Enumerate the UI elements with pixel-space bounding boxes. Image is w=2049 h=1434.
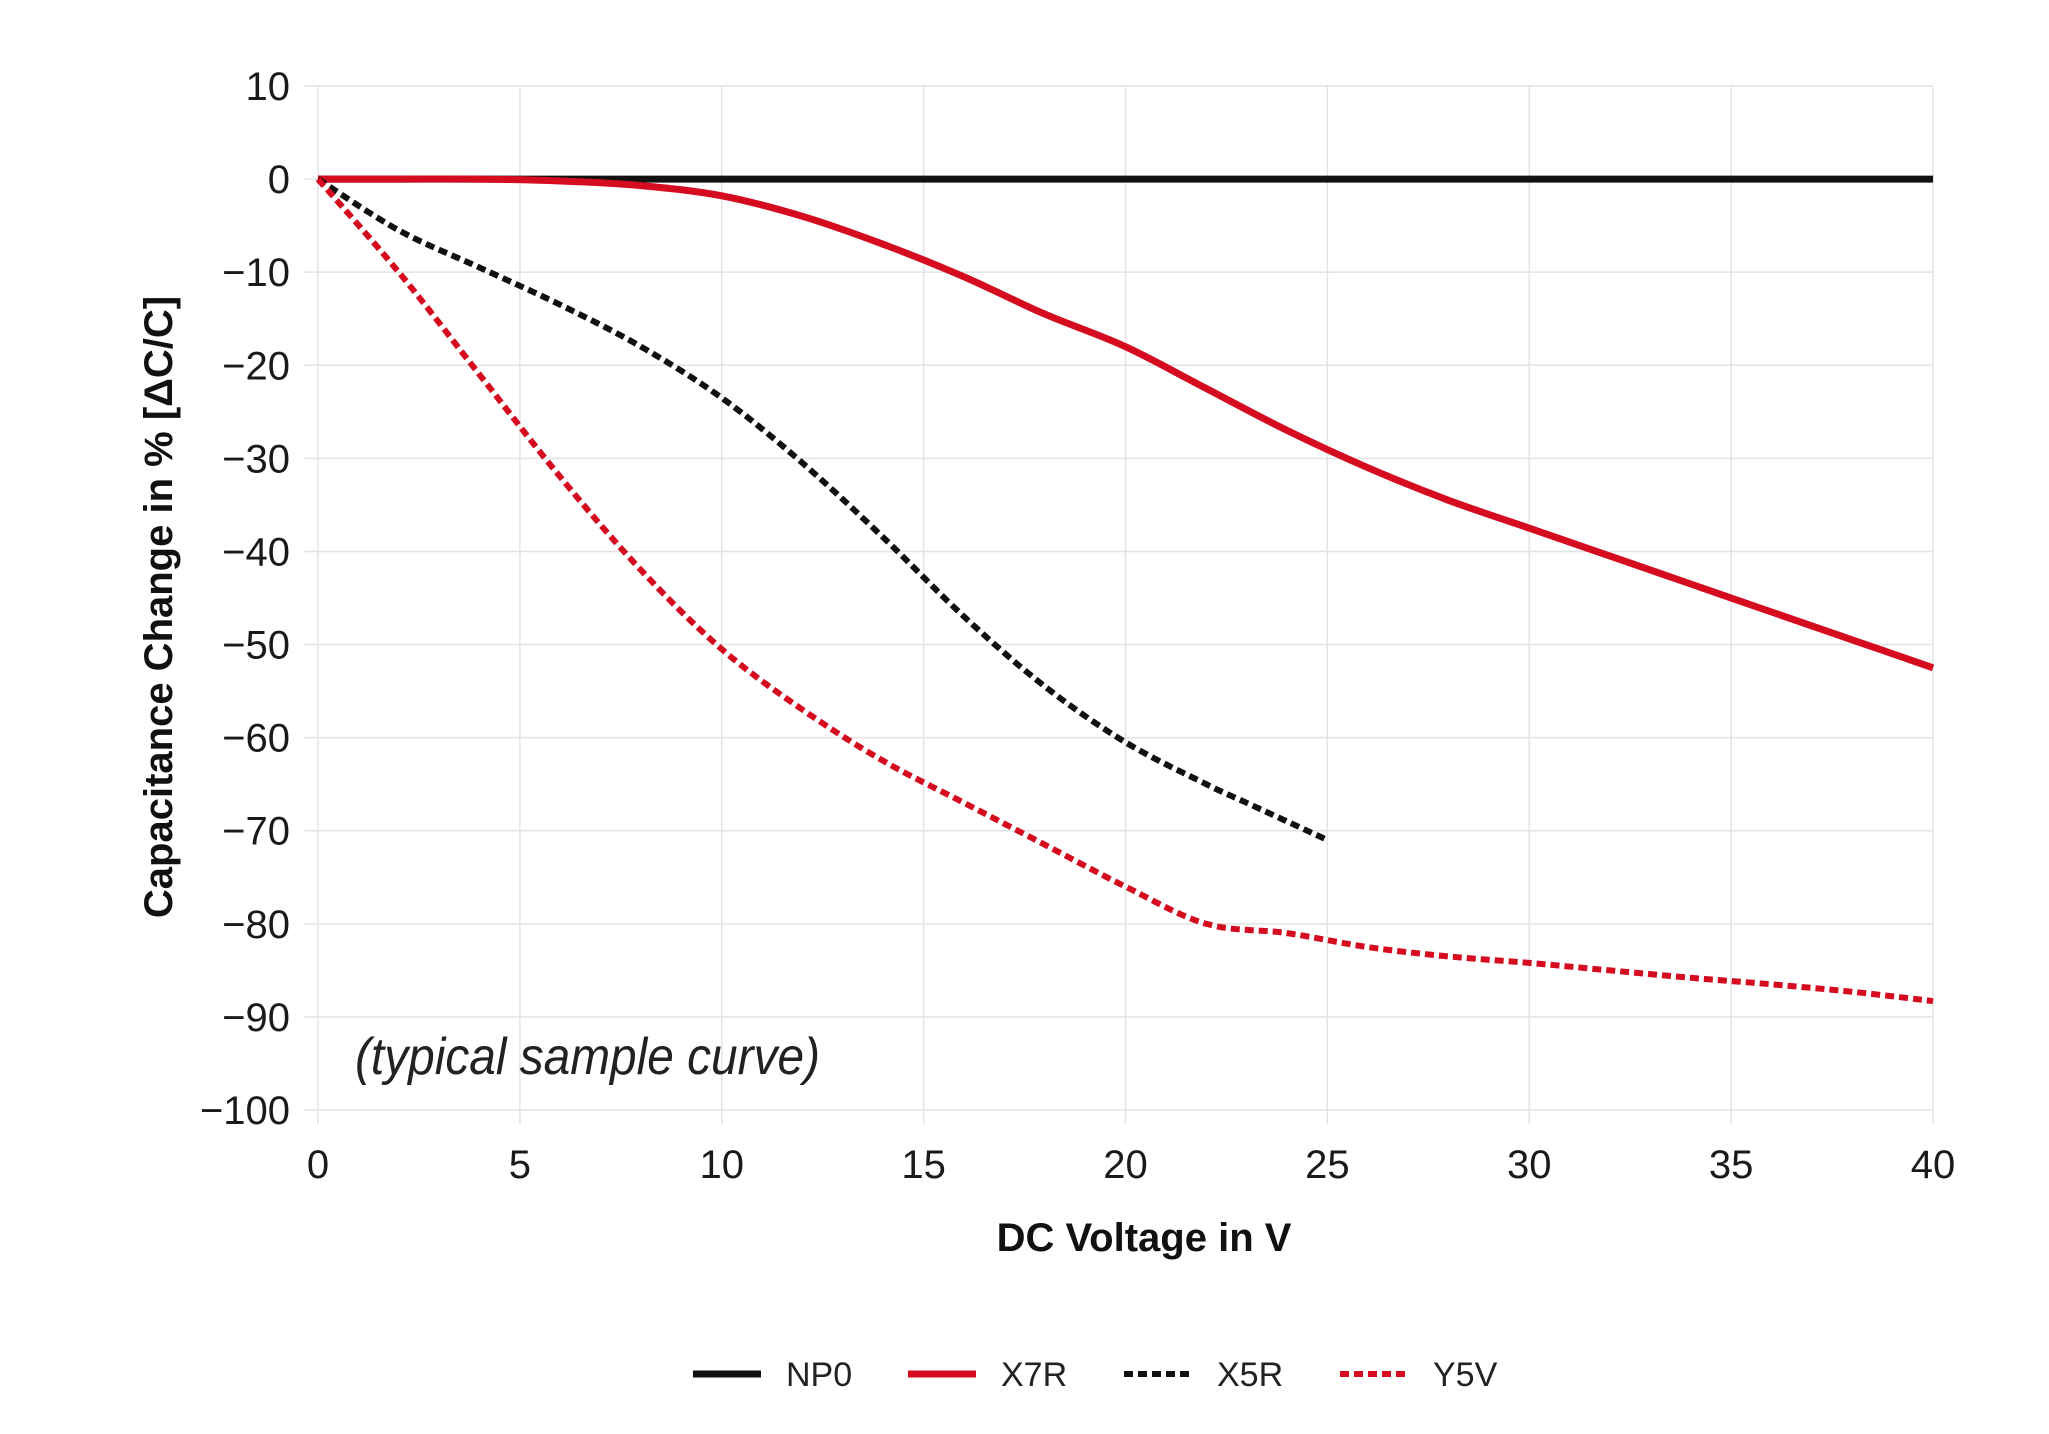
series-line-y5v — [315, 177, 1934, 1005]
legend-label-y5v: Y5V — [1433, 1356, 1498, 1394]
typical-sample-annotation: (typical sample curve) — [355, 1028, 820, 1086]
series-layer — [315, 175, 1935, 1005]
y-tick-label: −20 — [222, 344, 290, 388]
y-tick-labels: 10 0 −10 −20 −30 −40 −50 −60 −70 −80 −90 −100 — [200, 65, 290, 1133]
series-line-x7r — [318, 175, 1935, 672]
y-tick-label: −100 — [200, 1089, 290, 1133]
x-tick-label: 15 — [901, 1143, 946, 1187]
y-tick-label: −80 — [222, 903, 290, 947]
x-tick-label: 20 — [1103, 1143, 1148, 1187]
y-tick-label: 10 — [246, 65, 291, 109]
legend-label-x5r: X5R — [1217, 1356, 1283, 1394]
x-tick-label: 40 — [1911, 1143, 1956, 1187]
y-tick-label: −50 — [222, 624, 290, 668]
x-tick-labels: 0 5 10 15 20 25 30 35 40 — [307, 1143, 1955, 1187]
y-tick-label: −60 — [222, 717, 290, 761]
x-axis-title: DC Voltage in V — [997, 1216, 1292, 1260]
y-tick-label: −90 — [222, 996, 290, 1040]
x-tick-label: 0 — [307, 1143, 329, 1187]
x-tick-label: 25 — [1305, 1143, 1350, 1187]
x-tick-label: 35 — [1709, 1143, 1754, 1187]
legend-label-x7r: X7R — [1001, 1356, 1067, 1394]
x-tick-label: 5 — [509, 1143, 531, 1187]
y-tick-label: −10 — [222, 251, 290, 295]
legend: NP0 X7R X5R Y5V — [693, 1356, 1498, 1394]
x-tick-label: 30 — [1507, 1143, 1552, 1187]
series-line-x5r — [316, 176, 1329, 843]
y-axis-title: Capacitance Change in % [ΔC/C] — [137, 296, 181, 918]
y-tick-label: −70 — [222, 810, 290, 854]
y-tick-label: 0 — [268, 158, 290, 202]
legend-label-np0: NP0 — [786, 1356, 852, 1394]
y-tick-label: −40 — [222, 530, 290, 574]
x-tick-label: 10 — [700, 1143, 745, 1187]
y-tick-label: −30 — [222, 437, 290, 481]
grid-lines — [304, 85, 1934, 1124]
